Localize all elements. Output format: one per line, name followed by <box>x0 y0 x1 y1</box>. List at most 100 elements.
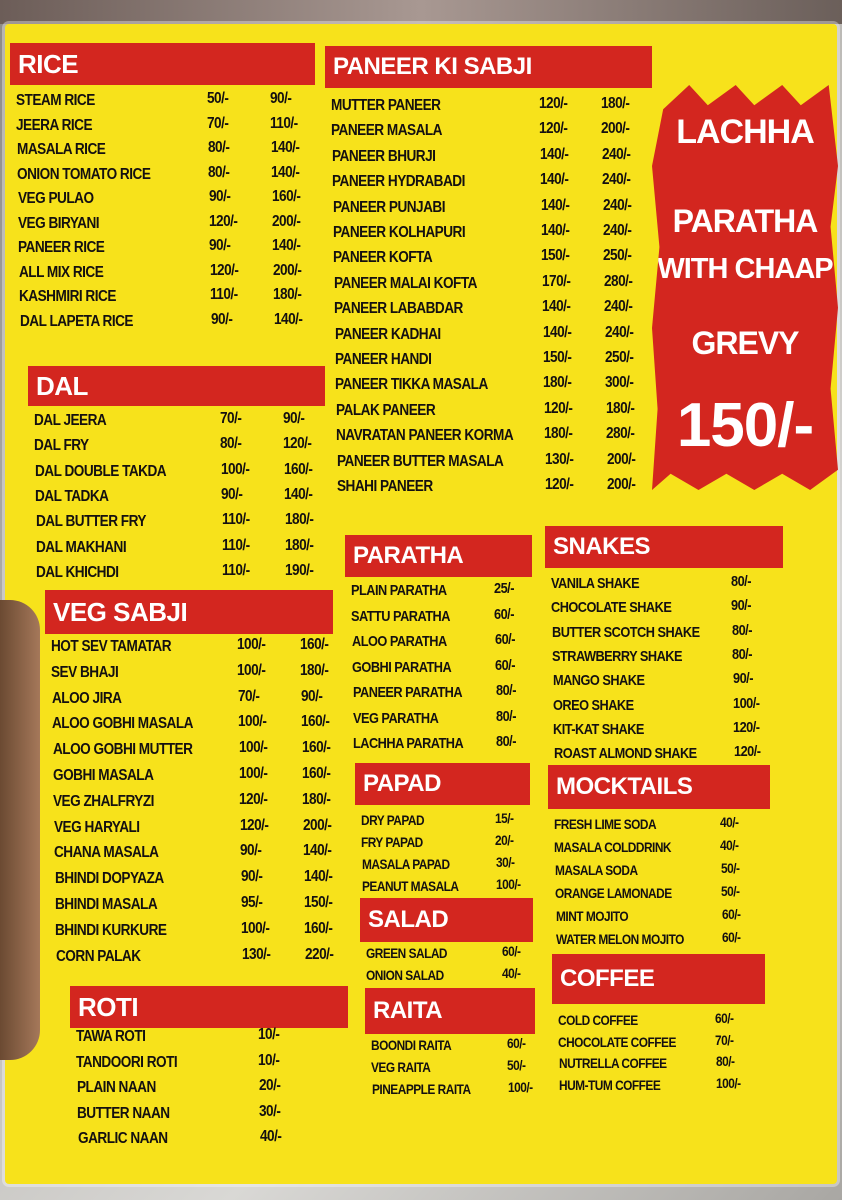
price-half: 110/- <box>222 561 251 579</box>
menu-item-name: PANEER MALAI KOFTA <box>333 274 477 292</box>
menu-item-name: ALOO JIRA <box>51 689 122 707</box>
price-half: 180/- <box>543 374 572 392</box>
menu-item-name: ALOO GOBHI MUTTER <box>52 741 193 759</box>
menu-item-name: PANEER BHURJI <box>331 147 436 165</box>
menu-item-name: GREEN SALAD <box>366 945 448 961</box>
price-half: 110/- <box>221 511 250 529</box>
section-header: DAL <box>28 366 325 406</box>
price-half: 100/- <box>238 739 268 757</box>
menu-item-name: CHOCOLATE COFFEE <box>558 1033 677 1050</box>
price-half: 120/- <box>239 816 269 834</box>
menu-item-name: CORN PALAK <box>55 947 141 965</box>
price-full: 140/- <box>303 842 332 860</box>
menu-item-name: MASALA PAPAD <box>361 856 450 872</box>
price-half: 120/- <box>543 399 573 417</box>
menu-item-name: STRAWBERRY SHAKE <box>552 647 683 665</box>
price-full: 160/- <box>300 636 329 653</box>
price-half: 120/- <box>539 95 568 112</box>
price: 50/- <box>507 1057 526 1073</box>
promo-line: GREVY <box>691 325 799 361</box>
price-full: 160/- <box>301 713 330 731</box>
price: 60/- <box>715 1010 734 1026</box>
price-half: 100/- <box>238 713 267 731</box>
price-full: 200/- <box>272 261 302 279</box>
section-header: COFFEE <box>552 954 765 1004</box>
price-full: 250/- <box>603 247 632 265</box>
price: 10/- <box>258 1051 280 1069</box>
price-full: 280/- <box>603 272 633 290</box>
section-header: PARATHA <box>345 535 532 577</box>
menu-item-name: DAL TADKA <box>35 487 109 505</box>
price-half: 120/- <box>539 120 568 138</box>
menu-item-name: SATTU PARATHA <box>351 607 451 625</box>
section-header: ROTI <box>70 986 348 1028</box>
price: 60/- <box>507 1035 526 1051</box>
price-full: 180/- <box>273 286 302 303</box>
price: 120/- <box>733 743 761 761</box>
price-full: 140/- <box>303 868 333 886</box>
price: 80/- <box>732 645 753 663</box>
menu-item-name: BHINDI DOPYAZA <box>54 870 164 888</box>
price-full: 160/- <box>302 765 331 782</box>
price-half: 90/- <box>210 310 233 328</box>
menu-item-name: KIT-KAT SHAKE <box>553 720 645 738</box>
price-full: 180/- <box>300 661 329 679</box>
menu-item-name: NAVRATAN PANEER KORMA <box>336 427 514 445</box>
menu-item-name: VEG BIRYANI <box>18 214 100 232</box>
section-header: SALAD <box>360 898 533 942</box>
menu-item-name: DRY PAPAD <box>361 812 425 828</box>
price-full: 180/- <box>285 536 314 554</box>
price-half: 110/- <box>222 536 250 554</box>
price-full: 200/- <box>601 120 630 138</box>
price-full: 140/- <box>284 485 313 503</box>
section-header: RAITA <box>365 988 535 1034</box>
price-full: 240/- <box>601 145 631 163</box>
menu-item-name: DAL BUTTER FRY <box>35 513 146 531</box>
menu-item-name: PANEER PARATHA <box>352 684 463 701</box>
price: 15/- <box>495 810 514 826</box>
price-full: 240/- <box>604 298 633 316</box>
price: 80/- <box>496 733 517 750</box>
price-full: 240/- <box>602 196 632 214</box>
price: 20/- <box>258 1077 281 1094</box>
price: 80/- <box>496 707 516 725</box>
menu-item-name: VEG RAITA <box>371 1059 431 1075</box>
price-full: 180/- <box>605 399 635 417</box>
menu-item-name: NUTRELLA COFFEE <box>558 1055 667 1071</box>
menu-item-name: PANEER TIKKA MASALA <box>335 376 489 394</box>
price-full: 200/- <box>302 816 332 834</box>
price-half: 130/- <box>544 450 574 468</box>
menu-item-name: PANEER MASALA <box>331 122 443 140</box>
menu-item-name: KASHMIRI RICE <box>19 288 117 305</box>
menu-item-name: BOONDI RAITA <box>371 1037 452 1053</box>
menu-item-name: PLAIN PARATHA <box>351 582 447 599</box>
price-half: 100/- <box>220 460 250 478</box>
price-full: 280/- <box>606 425 635 443</box>
hand <box>0 600 40 1060</box>
price-half: 110/- <box>210 286 238 303</box>
price-full: 200/- <box>607 476 636 493</box>
price-half: 100/- <box>237 636 266 653</box>
price: 80/- <box>715 1053 735 1069</box>
menu-item-name: PANEER KOLHAPURI <box>333 224 466 241</box>
price-half: 70/- <box>207 114 229 132</box>
price-half: 140/- <box>542 298 571 316</box>
menu-item-name: BUTTER SCOTCH SHAKE <box>551 623 700 641</box>
menu-item-name: PINEAPPLE RAITA <box>371 1081 471 1097</box>
price-full: 110/- <box>270 114 299 132</box>
price-half: 70/- <box>237 687 260 705</box>
menu-item-name: DAL FRY <box>34 437 90 455</box>
menu-item-name: ONION TOMATO RICE <box>17 165 151 183</box>
price: 120/- <box>733 718 760 736</box>
price: 60/- <box>495 656 516 674</box>
promo-starburst: LACHHA PARATHA WITH CHAAP GREVY 150/- <box>652 85 838 490</box>
menu-item-name: HUM-TUM COFFEE <box>559 1076 661 1093</box>
price-half: 100/- <box>241 919 270 937</box>
price: 100/- <box>716 1074 741 1091</box>
promo-line: WITH CHAAP <box>657 253 833 285</box>
menu-item-name: TAWA ROTI <box>76 1028 146 1045</box>
price: 80/- <box>495 682 516 699</box>
menu-item-name: SEV BHAJI <box>51 663 119 681</box>
price-full: 90/- <box>300 687 323 705</box>
price: 90/- <box>731 597 752 615</box>
